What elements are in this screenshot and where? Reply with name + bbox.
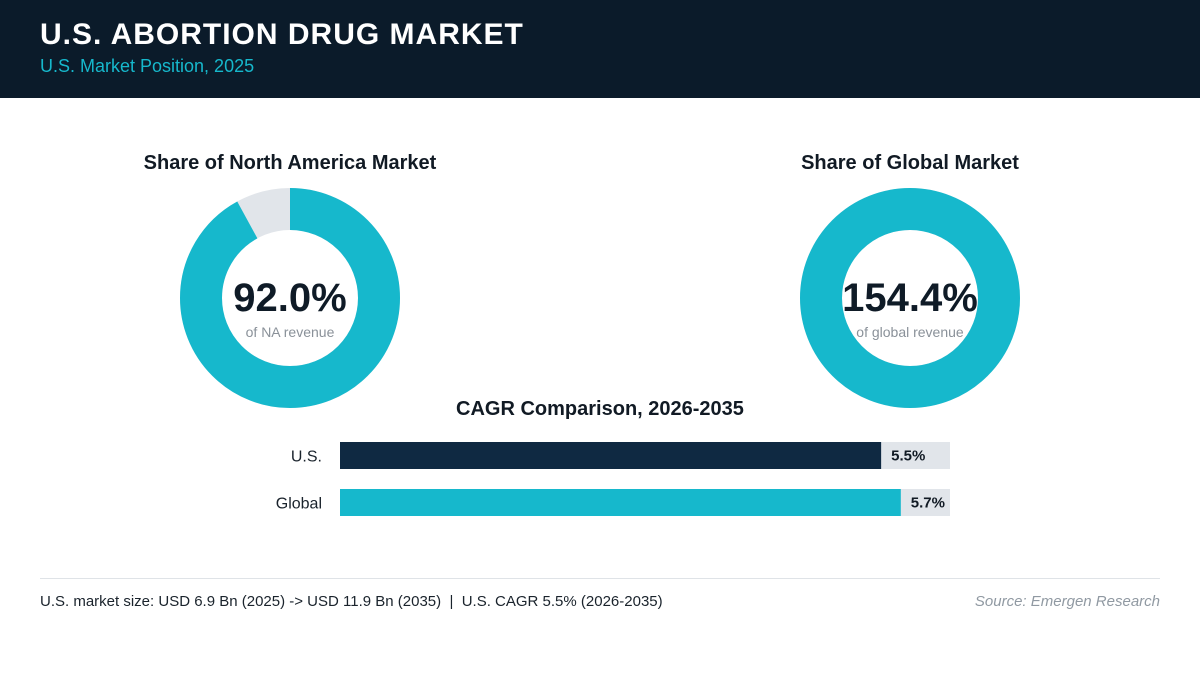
header-banner: U.S. ABORTION DRUG MARKET U.S. Market Po… bbox=[0, 0, 1200, 98]
bar-value-label: 5.7% bbox=[911, 495, 945, 512]
cagr-chart-title: CAGR Comparison, 2026-2035 bbox=[456, 398, 744, 420]
bar-us bbox=[340, 442, 882, 469]
bar-category-label: Global bbox=[276, 496, 322, 513]
global-share-segment bbox=[800, 188, 1020, 408]
page-title: U.S. ABORTION DRUG MARKET bbox=[40, 18, 524, 51]
bar-global bbox=[340, 489, 901, 516]
bar-value-label: 5.5% bbox=[891, 448, 925, 465]
bar-category-label: U.S. bbox=[291, 449, 322, 466]
na-share-value: 92.0% bbox=[233, 276, 347, 320]
na-share-donut: 92.0% of NA revenue bbox=[180, 188, 400, 408]
page-subtitle: U.S. Market Position, 2025 bbox=[40, 56, 255, 76]
global-share-value: 154.4% bbox=[842, 276, 978, 320]
footer-source: Source: Emergen Research bbox=[974, 593, 1160, 610]
global-share-donut-svg bbox=[800, 188, 1020, 408]
global-share-donut: 154.4% of global revenue bbox=[800, 188, 1020, 408]
global-share-title: Share of Global Market bbox=[801, 152, 1019, 174]
global-share-caption: of global revenue bbox=[856, 324, 964, 340]
na-share-donut-svg bbox=[180, 188, 400, 408]
footer-divider bbox=[40, 578, 1160, 579]
footer-summary: U.S. market size: USD 6.9 Bn (2025) -> U… bbox=[40, 593, 663, 610]
na-share-caption: of NA revenue bbox=[245, 324, 335, 340]
na-share-segment bbox=[180, 188, 400, 408]
na-share-title: Share of North America Market bbox=[143, 152, 437, 174]
